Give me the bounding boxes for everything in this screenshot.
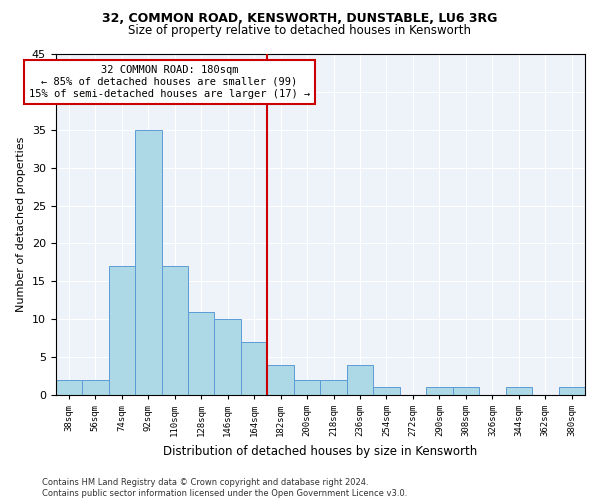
Text: Contains HM Land Registry data © Crown copyright and database right 2024.
Contai: Contains HM Land Registry data © Crown c… (42, 478, 407, 498)
Bar (109, 266, 135, 395)
Bar (268, 364, 294, 395)
Bar (161, 266, 188, 395)
Bar (559, 388, 585, 395)
Y-axis label: Number of detached properties: Number of detached properties (16, 137, 26, 312)
Bar (214, 319, 241, 395)
Bar (188, 312, 214, 395)
Bar (426, 388, 452, 395)
Bar (294, 380, 320, 395)
Bar (82, 380, 109, 395)
Bar (320, 380, 347, 395)
Bar (56, 380, 82, 395)
Text: Size of property relative to detached houses in Kensworth: Size of property relative to detached ho… (128, 24, 472, 37)
Bar (506, 388, 532, 395)
Text: 32, COMMON ROAD, KENSWORTH, DUNSTABLE, LU6 3RG: 32, COMMON ROAD, KENSWORTH, DUNSTABLE, L… (103, 12, 497, 26)
Text: 32 COMMON ROAD: 180sqm
← 85% of detached houses are smaller (99)
15% of semi-det: 32 COMMON ROAD: 180sqm ← 85% of detached… (29, 66, 310, 98)
Bar (373, 388, 400, 395)
Bar (347, 364, 373, 395)
X-axis label: Distribution of detached houses by size in Kensworth: Distribution of detached houses by size … (163, 444, 478, 458)
Bar (452, 388, 479, 395)
Bar (241, 342, 268, 395)
Bar (135, 130, 161, 395)
